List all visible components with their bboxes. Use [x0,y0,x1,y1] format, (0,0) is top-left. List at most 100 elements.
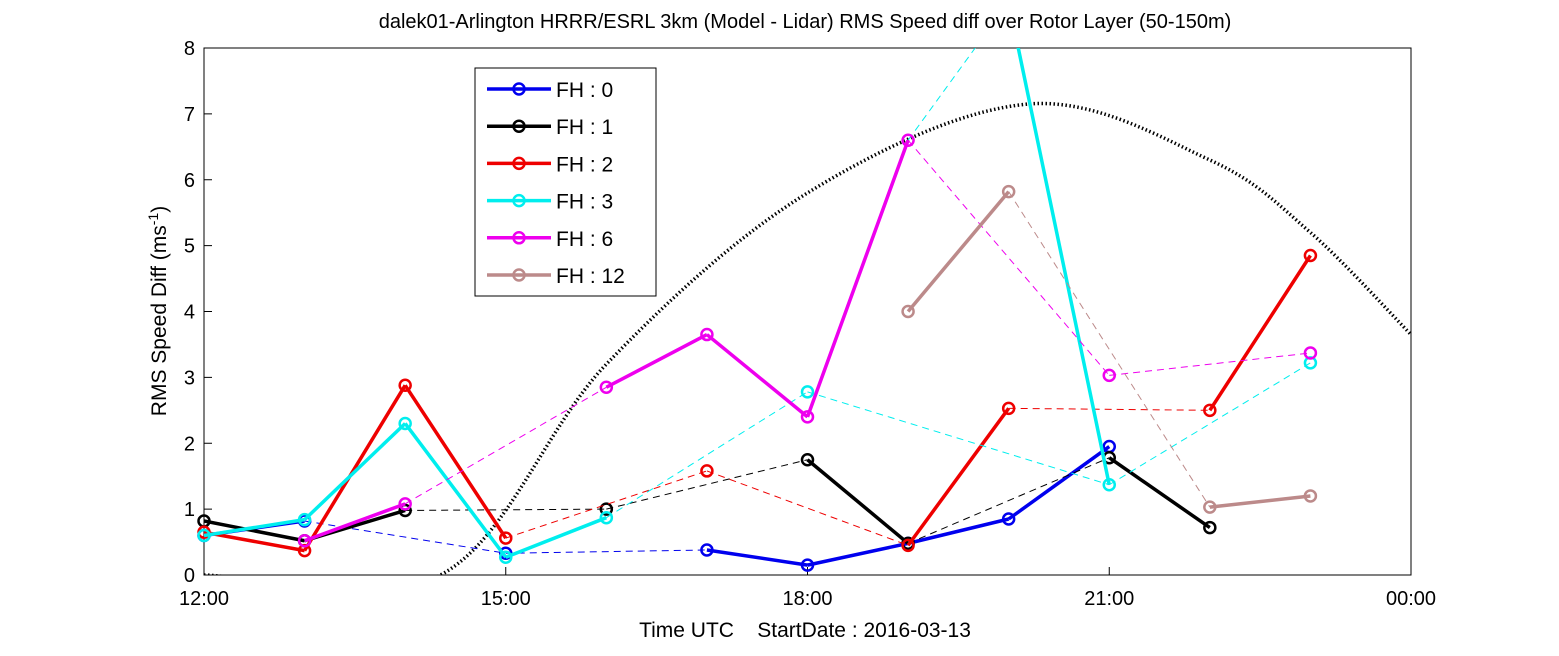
data-point [297,533,312,548]
series-segment [204,530,305,553]
series-2 [197,248,1318,558]
legend-marker [512,119,526,133]
data-point [1102,368,1116,383]
series-segment [907,517,1010,546]
legend-marker [512,82,526,96]
data-point [800,558,815,572]
series-segment [204,519,305,543]
legend-item: FH : 12 [487,265,625,288]
data-point [499,531,513,545]
series-gap-segment [404,386,607,505]
series-segment [303,502,406,543]
data-point [1203,403,1217,418]
series-segment [403,422,508,559]
series-5 [901,184,1318,514]
y-tick-label: 2 [184,433,195,455]
data-point [901,304,915,319]
series-segment [1108,456,1211,530]
series-segment [805,139,910,418]
data-point [901,538,915,553]
data-point [599,510,614,525]
series-offscale-segment [1016,48,1111,486]
legend-item: FH : 1 [487,116,613,139]
series-gap-segment [907,457,1110,544]
data-point [800,452,815,467]
series-gap-segment [304,520,506,554]
y-tick-label: 1 [184,499,195,521]
data-point [1303,248,1318,263]
x-axis-label: Time UTC StartDate : 2016-03-13 [639,619,971,642]
y-axis-label-main: RMS Speed Diff (ms [148,225,171,416]
data-point [1303,346,1318,360]
data-point [1203,500,1217,514]
legend: FH : 0 FH : 1 FH : 2 FH : 3 FH : 6 FH : 12 [474,67,657,297]
data-point [1001,512,1016,526]
data-point [398,497,412,511]
series-gap-segment [1008,191,1211,508]
series-1 [197,450,1217,551]
series-segment [505,516,607,559]
series-gap-segment [1109,352,1311,376]
series-gap-segment [1108,362,1311,486]
y-tick-label: 8 [184,38,195,60]
legend-label: FH : 6 [556,228,613,251]
legend-marker [512,268,526,282]
plot-axes: 12:00 15:00 18:00 21:00 00:00 0 1 2 3 4 5 6 7 8 [179,38,1436,610]
series-segment [303,422,407,521]
x-tick-label: 21:00 [1084,588,1134,610]
series-segment [605,333,708,389]
series-segment [705,333,809,419]
legend-label: FH : 12 [556,265,625,288]
data-point [398,416,412,431]
data-point [1001,184,1016,199]
data-point [1001,401,1016,416]
plot-frame [203,47,1412,576]
series-offscale-segment [907,48,976,141]
y-axis-label: RMS Speed Diff (ms-1) [145,206,171,416]
data-series [197,48,1318,572]
series-gap-segment [606,459,808,510]
series-segment [403,384,508,540]
data-point [197,528,211,543]
legend-label: FH : 0 [556,79,613,102]
data-point [700,464,714,478]
data-point [297,512,312,527]
data-point [1102,478,1116,492]
data-point [398,378,412,393]
series-gap-segment [706,470,909,546]
data-point [700,543,714,557]
series-4 [297,133,1318,548]
series-segment [204,517,305,538]
legend-box [474,67,657,297]
y-tick-label: 4 [184,302,195,324]
data-point [800,410,815,424]
series-segment [1208,254,1312,412]
x-tick-label: 18:00 [782,588,832,610]
data-point [800,385,815,399]
legend-marker [512,193,526,208]
series-segment [807,541,909,567]
data-point [499,550,513,564]
y-axis-label-close: ) [148,206,171,213]
series-segment [806,458,910,545]
legend-marker [512,231,526,245]
series-gap-segment [807,391,1110,486]
data-point [700,327,714,342]
series-segment [706,548,808,567]
x-tick-label: 15:00 [481,588,531,610]
series-3 [197,48,1318,564]
x-tick-label: 12:00 [179,588,229,610]
legend-marker [512,156,526,171]
series-gap-segment [505,549,707,554]
y-tick-label: 0 [184,565,195,587]
series-segment [1007,445,1111,521]
series-gap-segment [405,508,607,511]
legend-label: FH : 2 [556,153,613,176]
series-gap-segment [907,139,1110,376]
series-gap-segment [1008,407,1210,411]
series-segment [906,407,1011,547]
series-segment [906,190,1011,313]
data-point [901,133,915,147]
legend-item: FH : 6 [487,228,613,251]
